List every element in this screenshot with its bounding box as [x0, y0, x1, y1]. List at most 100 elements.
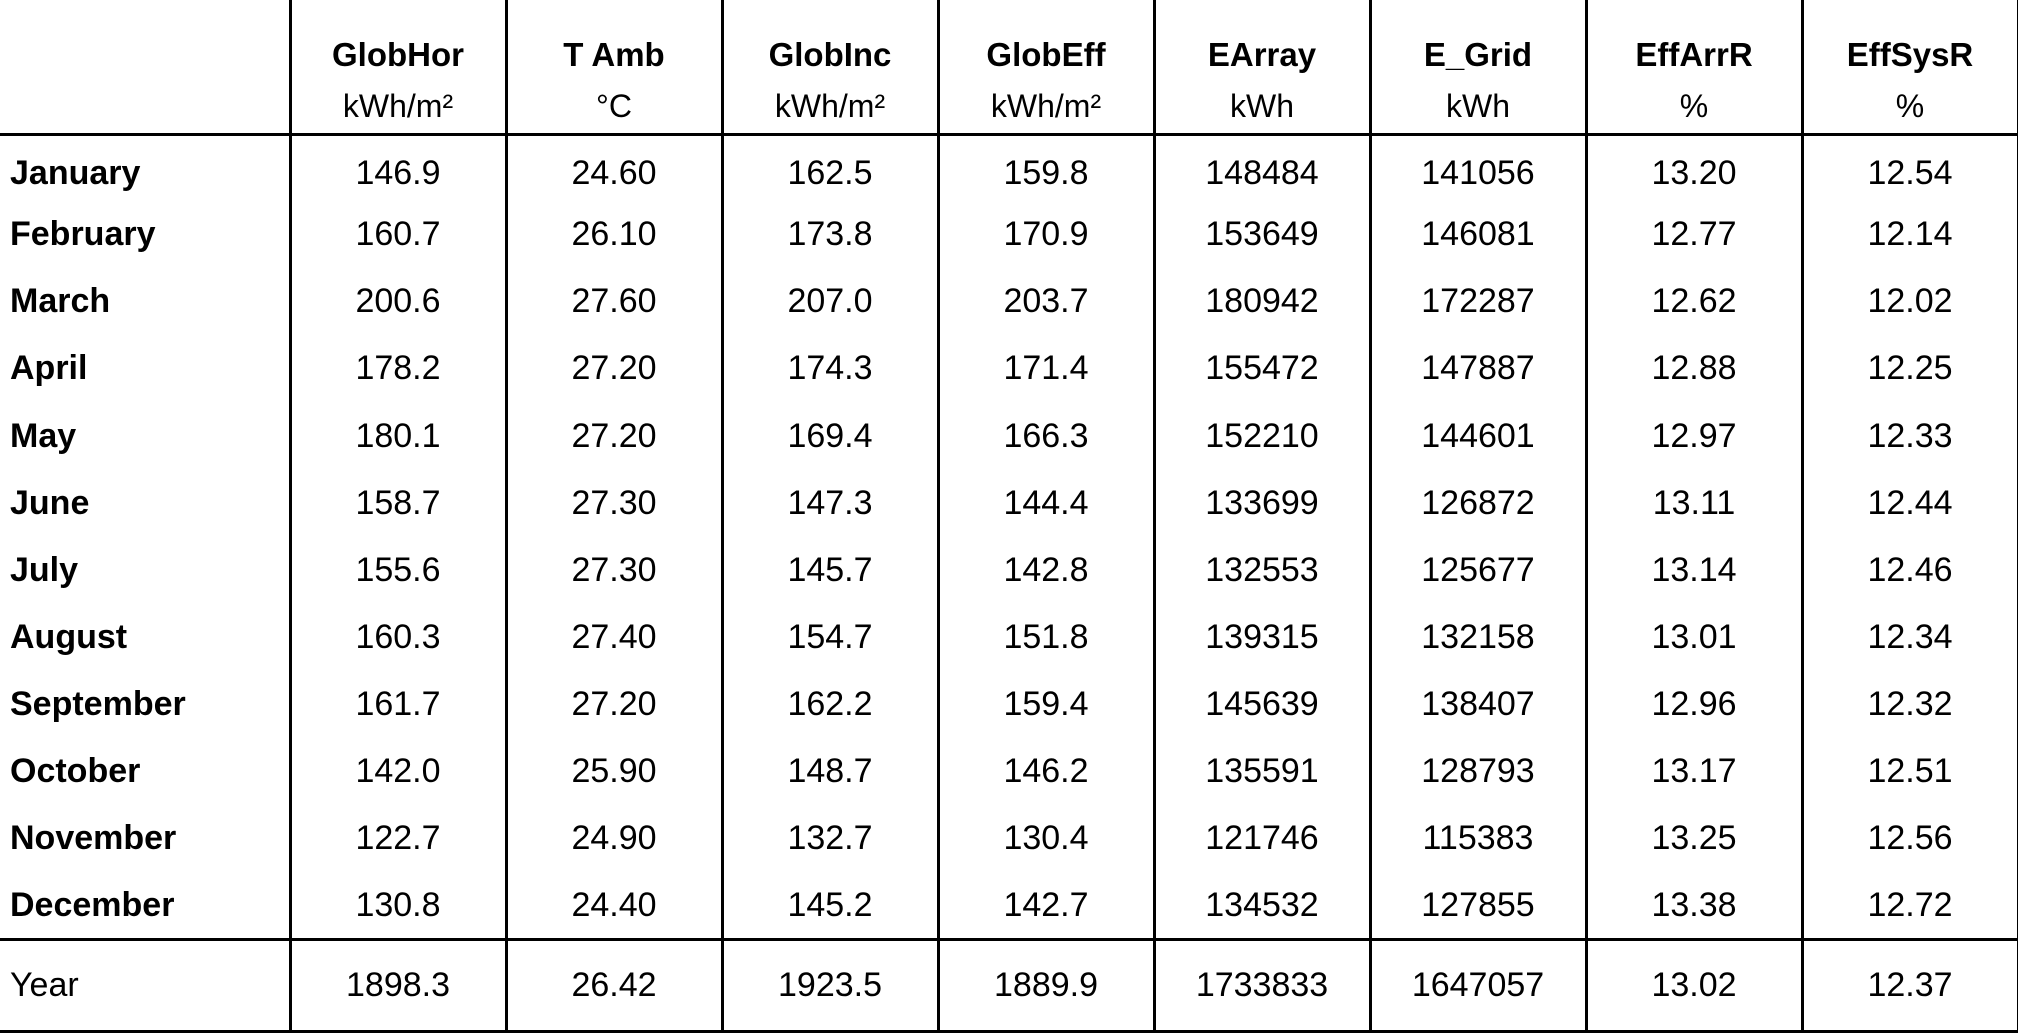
row-label: July	[10, 550, 79, 589]
column-unit: °C	[504, 80, 722, 136]
table-cell: 159.8	[936, 134, 1154, 202]
table-cell: 138407	[1368, 671, 1586, 739]
table-cell: 12.14	[1800, 201, 2018, 269]
table-cell: 12.32	[1800, 671, 2018, 739]
table-cell: 147887	[1368, 335, 1586, 403]
column-header: T Amb	[504, 0, 722, 80]
table-cell: 13.20	[1584, 134, 1802, 202]
table-row: March 200.6 27.60 207.0 203.7 180942 172287 12.…	[0, 268, 2018, 336]
table-cell: 178.2	[288, 335, 506, 403]
table-cell: 180.1	[288, 402, 506, 470]
table-cell: 171.4	[936, 335, 1154, 403]
table-cell: 127855	[1368, 872, 1586, 940]
column-unit: %	[1584, 80, 1802, 136]
table-row: June 158.7 27.30 147.3 144.4 133699 126872 13.1…	[0, 469, 2018, 537]
table-cell: 203.7	[936, 268, 1154, 336]
table-cell: 145639	[1152, 671, 1370, 739]
row-label: December	[10, 885, 175, 924]
table-cell: 133699	[1152, 469, 1370, 537]
table-cell: 154.7	[720, 603, 938, 671]
table-cell: 12.37	[1800, 938, 2018, 1032]
row-label: October	[10, 752, 141, 791]
table-cell: 160.3	[288, 603, 506, 671]
table-cell: 27.20	[504, 402, 722, 470]
table-cell: 180942	[1152, 268, 1370, 336]
column-header: GlobHor	[288, 0, 506, 80]
column-header: EArray	[1152, 0, 1370, 80]
table-cell: 12.97	[1584, 402, 1802, 470]
table-cell: 207.0	[720, 268, 938, 336]
row-label: March	[10, 282, 111, 321]
table-row: July 155.6 27.30 145.7 142.8 132553 125677 13.1…	[0, 536, 2018, 604]
table-cell: 130.8	[288, 872, 506, 940]
table-cell: 146.9	[288, 134, 506, 202]
year-total-row: Year 1898.3 26.42 1923.5 1889.9 1733833 …	[0, 938, 2018, 1032]
table-row: December 130.8 24.40 145.2 142.7 134532 127855…	[0, 872, 2018, 940]
table-cell: 144601	[1368, 402, 1586, 470]
table-row: November 122.7 24.90 132.7 130.4 121746 115383…	[0, 805, 2018, 873]
table-cell: 12.77	[1584, 201, 1802, 269]
table-cell: 162.5	[720, 134, 938, 202]
table-cell: 126872	[1368, 469, 1586, 537]
table-cell: 139315	[1152, 603, 1370, 671]
table-cell: 1898.3	[288, 938, 506, 1032]
column-header: GlobEff	[936, 0, 1154, 80]
row-label: February	[10, 215, 156, 254]
table-cell: 26.10	[504, 201, 722, 269]
table-cell: 147.3	[720, 469, 938, 537]
column-header: EffArrR	[1584, 0, 1802, 80]
table-cell: 24.60	[504, 134, 722, 202]
table-cell: 145.7	[720, 536, 938, 604]
row-label: August	[10, 617, 128, 656]
column-unit-row: kWh/m² °C kWh/m² kWh/m² kWh kWh % %	[0, 80, 2018, 136]
table-cell: 13.38	[1584, 872, 1802, 940]
table-cell: 26.42	[504, 938, 722, 1032]
table-cell: 1647057	[1368, 938, 1586, 1032]
table-cell: 161.7	[288, 671, 506, 739]
table-cell: 152210	[1152, 402, 1370, 470]
table-cell: 27.30	[504, 536, 722, 604]
table-cell: 27.40	[504, 603, 722, 671]
column-unit: kWh/m²	[936, 80, 1154, 136]
table-cell: 1733833	[1152, 938, 1370, 1032]
table-cell: 122.7	[288, 805, 506, 873]
table-cell: 13.14	[1584, 536, 1802, 604]
table-cell: 13.01	[1584, 603, 1802, 671]
table-cell: 153649	[1152, 201, 1370, 269]
table-cell: 141056	[1368, 134, 1586, 202]
table-cell: 128793	[1368, 738, 1586, 806]
table-cell: 12.88	[1584, 335, 1802, 403]
table-cell: 134532	[1152, 872, 1370, 940]
table-cell: 12.46	[1800, 536, 2018, 604]
table-cell: 132158	[1368, 603, 1586, 671]
column-unit: kWh/m²	[288, 80, 506, 136]
column-header: EffSysR	[1800, 0, 2018, 80]
table-cell: 27.20	[504, 671, 722, 739]
table-cell: 12.51	[1800, 738, 2018, 806]
table-cell: 174.3	[720, 335, 938, 403]
column-name-row: GlobHor T Amb GlobInc GlobEff EArray E_G…	[0, 0, 2018, 80]
corner-cell	[0, 0, 290, 80]
table-cell: 12.72	[1800, 872, 2018, 940]
table-cell: 132.7	[720, 805, 938, 873]
table-cell: 148484	[1152, 134, 1370, 202]
table-cell: 13.25	[1584, 805, 1802, 873]
table-cell: 12.62	[1584, 268, 1802, 336]
table-row: August 160.3 27.40 154.7 151.8 139315 132158 13…	[0, 603, 2018, 671]
table-cell: 12.96	[1584, 671, 1802, 739]
table-cell: 166.3	[936, 402, 1154, 470]
row-label: May	[10, 416, 77, 455]
table-cell: 146.2	[936, 738, 1154, 806]
table-cell: 170.9	[936, 201, 1154, 269]
table-cell: 12.56	[1800, 805, 2018, 873]
corner-cell	[0, 80, 290, 136]
table-cell: 158.7	[288, 469, 506, 537]
table-row: January 146.9 24.60 162.5 159.8 148484 141056 1…	[0, 134, 2018, 202]
table-cell: 25.90	[504, 738, 722, 806]
table-cell: 12.02	[1800, 268, 2018, 336]
table-cell: 155472	[1152, 335, 1370, 403]
row-label: April	[10, 349, 88, 388]
table-cell: 12.25	[1800, 335, 2018, 403]
table-cell: 13.02	[1584, 938, 1802, 1032]
